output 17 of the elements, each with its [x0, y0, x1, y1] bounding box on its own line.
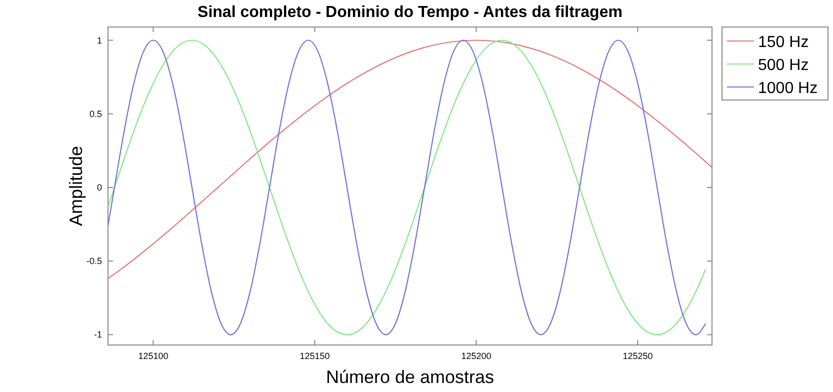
y-tick-label: 0 — [96, 182, 102, 192]
x-tick-label: 125250 — [622, 351, 653, 361]
line-series — [108, 40, 706, 336]
line-series — [108, 40, 712, 280]
legend-label: 150 Hz — [758, 34, 809, 51]
y-tick-label: -0.5 — [86, 256, 102, 266]
y-tick-label: -1 — [94, 330, 102, 340]
x-axis-title: Número de amostras — [326, 367, 494, 387]
x-tick-label: 125150 — [300, 351, 330, 361]
legend-label: 500 Hz — [758, 57, 809, 74]
y-axis-title: Amplitude — [66, 146, 86, 226]
x-tick-label: 125200 — [461, 351, 492, 361]
x-tick-label: 125100 — [138, 351, 168, 361]
y-tick-label: 1 — [96, 35, 102, 46]
legend-label: 1000 Hz — [758, 80, 818, 97]
chart-title: Sinal completo - Dominio do Tempo - Antes da filtragem — [198, 4, 622, 21]
y-tick-label: 0.5 — [89, 108, 102, 119]
